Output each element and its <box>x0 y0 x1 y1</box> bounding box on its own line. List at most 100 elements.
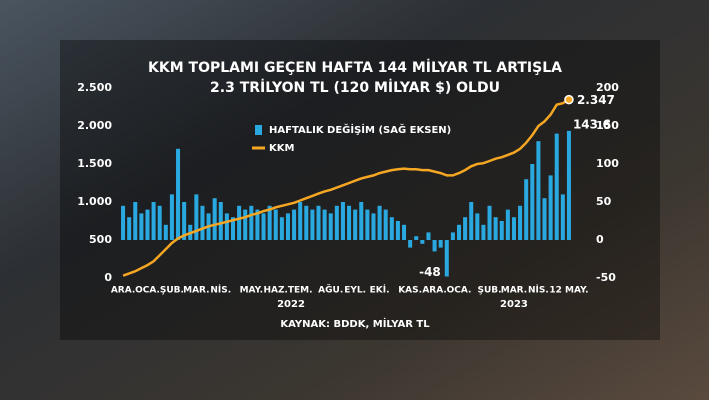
legend-label: KKM <box>269 143 294 154</box>
x-tick-label: MAR. <box>183 286 209 296</box>
y2-tick-label: 150 <box>596 119 619 132</box>
x-tick-label: ŞUB. <box>478 286 502 296</box>
y-tick-label: 1.500 <box>77 157 112 170</box>
bar <box>518 205 523 240</box>
bar <box>310 209 315 240</box>
bar <box>371 213 376 240</box>
bar <box>432 240 437 252</box>
bar <box>182 202 187 240</box>
bar <box>347 205 352 240</box>
bar <box>456 224 462 240</box>
bar <box>487 205 492 240</box>
x-tick-label: HAZ. <box>264 286 288 296</box>
bar <box>450 232 455 240</box>
bar <box>566 130 571 240</box>
y2-tick-label: 200 <box>596 81 619 94</box>
bar <box>127 217 132 240</box>
x-tick-label: ŞUB. <box>160 286 184 296</box>
bar <box>133 202 138 240</box>
bar <box>493 217 498 240</box>
bar <box>218 202 223 240</box>
overlay <box>60 40 660 340</box>
bar <box>237 205 242 240</box>
bar <box>438 240 443 248</box>
chart-title: 2.3 TRİLYON TL (120 MİLYAR $) OLDU <box>210 79 500 96</box>
bar <box>328 213 333 240</box>
bar <box>499 221 504 240</box>
data-label: -48 <box>419 265 441 279</box>
x-tick-label: MAR. <box>501 286 527 296</box>
x-tick-label: TEM. <box>288 286 313 296</box>
y2-tick-label: 0 <box>596 233 604 246</box>
bar <box>395 221 400 240</box>
bar <box>475 213 480 240</box>
bar <box>444 240 449 277</box>
bar <box>304 205 309 240</box>
legend-swatch <box>255 125 262 135</box>
bar <box>383 209 388 240</box>
x-tick-label: NİS. <box>528 285 549 296</box>
y-tick-label: 2.500 <box>77 81 112 94</box>
x-tick-label: ARA. <box>111 286 135 296</box>
bar <box>194 194 199 240</box>
x-tick-label: ARA. <box>422 286 446 296</box>
bar <box>408 240 413 248</box>
x-group-label: 2022 <box>277 299 305 310</box>
bar <box>469 202 474 240</box>
bar <box>414 236 419 240</box>
bar <box>298 202 303 240</box>
y-tick-label: 1.000 <box>77 195 112 208</box>
x-tick-label: OCA. <box>135 286 160 296</box>
bar <box>157 205 162 240</box>
y-tick-label: 2.000 <box>77 119 112 132</box>
bar <box>505 209 510 240</box>
x-tick-label: EYL. <box>344 286 366 296</box>
chart-title: KKM TOPLAMI GEÇEN HAFTA 144 MİLYAR TL AR… <box>148 59 562 76</box>
bar <box>536 141 541 240</box>
bar <box>176 148 181 240</box>
bar <box>542 198 547 240</box>
bar <box>145 209 150 240</box>
x-tick-label: AĞU. <box>318 284 343 296</box>
y-tick-label: 500 <box>89 233 112 246</box>
end-point <box>564 94 574 105</box>
bar <box>554 133 559 240</box>
bar <box>261 213 266 240</box>
bar <box>243 209 248 240</box>
bar <box>249 205 254 240</box>
bar <box>316 205 321 240</box>
x-tick-label: 12 MAY. <box>549 286 588 296</box>
x-tick-label: OCA. <box>447 286 472 296</box>
bar <box>151 202 156 240</box>
bar <box>121 205 126 240</box>
bar <box>353 209 358 240</box>
bar <box>169 194 174 240</box>
y2-tick-label: -50 <box>596 271 616 284</box>
bar <box>322 209 327 240</box>
bar <box>139 213 144 240</box>
x-tick-label: MAY. <box>240 286 264 296</box>
line <box>122 98 570 277</box>
x-tick-label: NİS. <box>210 285 231 296</box>
bar <box>255 209 260 240</box>
bar <box>292 209 297 240</box>
legend-label: HAFTALIK DEĞİŞİM (SAĞ EKSEN) <box>269 122 451 136</box>
y2-tick-label: 100 <box>596 157 619 170</box>
bar <box>481 224 486 240</box>
y-tick-label: 0 <box>104 271 112 284</box>
x-tick-label: EKİ. <box>370 285 390 296</box>
bar <box>279 217 284 240</box>
source: KAYNAK: BDDK, MİLYAR TL <box>280 316 430 330</box>
bar <box>463 217 468 240</box>
bar <box>200 205 205 240</box>
bar <box>420 240 425 244</box>
bar <box>273 209 278 240</box>
bar <box>163 224 168 240</box>
bar <box>402 224 407 240</box>
bar <box>548 175 553 240</box>
bar <box>560 194 565 240</box>
bar <box>340 202 345 240</box>
bar <box>212 198 217 240</box>
